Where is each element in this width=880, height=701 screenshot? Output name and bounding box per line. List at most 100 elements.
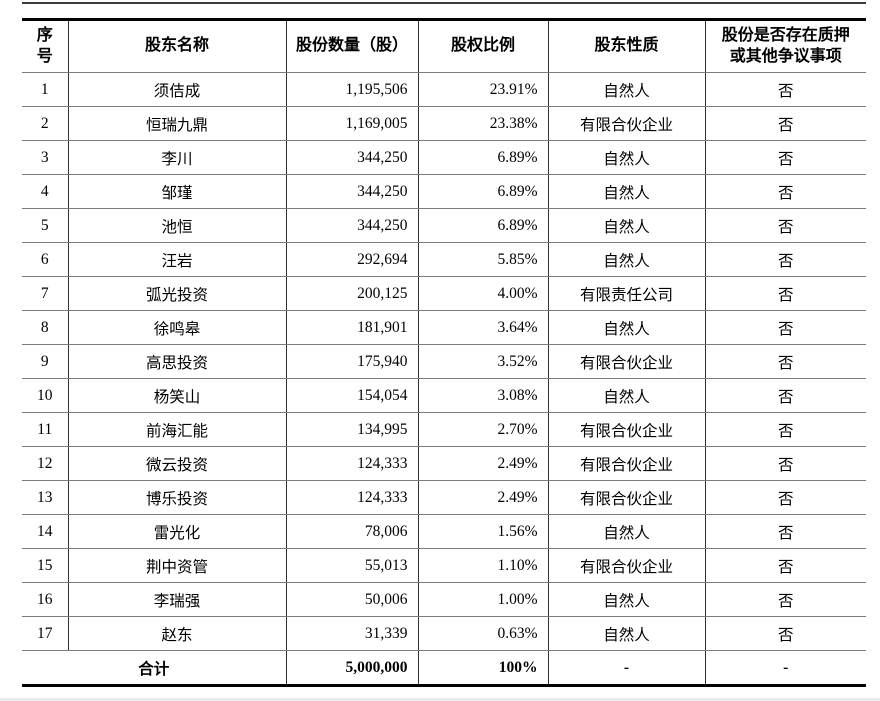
total-row: 合计 5,000,000 100% - - xyxy=(22,650,866,686)
row-shareholder-name: 汪岩 xyxy=(68,242,287,277)
row-nature: 有限责任公司 xyxy=(548,276,706,311)
row-percent: 23.38% xyxy=(418,106,549,141)
row-pledge: 否 xyxy=(705,140,866,175)
row-no: 4 xyxy=(22,174,69,209)
row-shareholder-name: 弧光投资 xyxy=(68,276,287,311)
table-header: 序 号 股东名称 股份数量（股） 股权比例 股东性质 股份是否存在质押 或其他争… xyxy=(22,19,866,73)
row-nature: 自然人 xyxy=(548,514,706,549)
row-pledge: 否 xyxy=(705,344,866,379)
row-no: 8 xyxy=(22,310,69,345)
row-pledge: 否 xyxy=(705,106,866,141)
row-no: 1 xyxy=(22,72,69,107)
row-shareholder-name: 李川 xyxy=(68,140,287,175)
row-pledge: 否 xyxy=(705,514,866,549)
row-nature: 自然人 xyxy=(548,616,706,651)
row-nature: 有限合伙企业 xyxy=(548,480,706,515)
row-shareholder-name: 荆中资管 xyxy=(68,548,287,583)
table-body: 1 须佶成 1,195,506 23.91% 自然人 否 2 恒瑞九鼎 1,16… xyxy=(22,72,866,651)
row-nature: 自然人 xyxy=(548,582,706,617)
header-no: 序 号 xyxy=(22,19,69,73)
row-pledge: 否 xyxy=(705,480,866,515)
row-no: 15 xyxy=(22,548,69,583)
table-row: 9 高思投资 175,940 3.52% 有限合伙企业 否 xyxy=(22,344,866,379)
row-shares: 124,333 xyxy=(286,446,419,481)
row-percent: 6.89% xyxy=(418,174,549,209)
row-nature: 自然人 xyxy=(548,378,706,413)
table-row: 8 徐鸣皋 181,901 3.64% 自然人 否 xyxy=(22,310,866,345)
table-row: 12 微云投资 124,333 2.49% 有限合伙企业 否 xyxy=(22,446,866,481)
row-pledge: 否 xyxy=(705,276,866,311)
table-row: 1 须佶成 1,195,506 23.91% 自然人 否 xyxy=(22,72,866,107)
table-footer: 合计 5,000,000 100% - - xyxy=(22,650,866,686)
row-no: 14 xyxy=(22,514,69,549)
row-percent: 1.56% xyxy=(418,514,549,549)
header-pledge: 股份是否存在质押 或其他争议事项 xyxy=(705,19,866,73)
row-pledge: 否 xyxy=(705,582,866,617)
table-row: 4 邹瑾 344,250 6.89% 自然人 否 xyxy=(22,174,866,209)
row-no: 16 xyxy=(22,582,69,617)
row-no: 2 xyxy=(22,106,69,141)
row-shares: 344,250 xyxy=(286,174,419,209)
row-percent: 1.00% xyxy=(418,582,549,617)
row-pledge: 否 xyxy=(705,616,866,651)
row-shareholder-name: 恒瑞九鼎 xyxy=(68,106,287,141)
row-percent: 2.70% xyxy=(418,412,549,447)
shareholder-table: 序 号 股东名称 股份数量（股） 股权比例 股东性质 股份是否存在质押 或其他争… xyxy=(22,18,866,687)
row-shares: 1,169,005 xyxy=(286,106,419,141)
total-pledge: - xyxy=(783,658,789,676)
row-shares: 175,940 xyxy=(286,344,419,379)
row-shares: 124,333 xyxy=(286,480,419,515)
row-percent: 6.89% xyxy=(418,208,549,243)
row-shareholder-name: 徐鸣皋 xyxy=(68,310,287,345)
row-shares: 344,250 xyxy=(286,208,419,243)
table-row: 5 池恒 344,250 6.89% 自然人 否 xyxy=(22,208,866,243)
row-percent: 23.91% xyxy=(418,72,549,107)
row-nature: 自然人 xyxy=(548,242,706,277)
row-pledge: 否 xyxy=(705,412,866,447)
header-nature: 股东性质 xyxy=(548,19,706,73)
row-nature: 有限合伙企业 xyxy=(548,106,706,141)
row-pledge: 否 xyxy=(705,310,866,345)
row-shares: 50,006 xyxy=(286,582,419,617)
row-shares: 134,995 xyxy=(286,412,419,447)
table-row: 6 汪岩 292,694 5.85% 自然人 否 xyxy=(22,242,866,277)
row-shareholder-name: 博乐投资 xyxy=(68,480,287,515)
row-nature: 自然人 xyxy=(548,140,706,175)
table-row: 2 恒瑞九鼎 1,169,005 23.38% 有限合伙企业 否 xyxy=(22,106,866,141)
row-pledge: 否 xyxy=(705,378,866,413)
row-shares: 55,013 xyxy=(286,548,419,583)
row-nature: 有限合伙企业 xyxy=(548,412,706,447)
row-pledge: 否 xyxy=(705,72,866,107)
table-row: 13 博乐投资 124,333 2.49% 有限合伙企业 否 xyxy=(22,480,866,515)
row-percent: 1.10% xyxy=(418,548,549,583)
row-percent: 3.52% xyxy=(418,344,549,379)
row-no: 9 xyxy=(22,344,69,379)
row-percent: 3.08% xyxy=(418,378,549,413)
row-nature: 有限合伙企业 xyxy=(548,548,706,583)
row-shares: 31,339 xyxy=(286,616,419,651)
row-pledge: 否 xyxy=(705,174,866,209)
row-shareholder-name: 池恒 xyxy=(68,208,287,243)
row-shareholder-name: 须佶成 xyxy=(68,72,287,107)
row-percent: 0.63% xyxy=(418,616,549,651)
row-pledge: 否 xyxy=(705,548,866,583)
total-nature: - xyxy=(548,650,706,686)
row-pledge: 否 xyxy=(705,242,866,277)
table-row: 16 李瑞强 50,006 1.00% 自然人 否 xyxy=(22,582,866,617)
row-pledge: 否 xyxy=(705,208,866,243)
row-no: 17 xyxy=(22,616,69,651)
total-shares: 5,000,000 xyxy=(286,650,419,686)
row-no: 7 xyxy=(22,276,69,311)
table-row: 17 赵东 31,339 0.63% 自然人 否 xyxy=(22,616,866,651)
row-shareholder-name: 邹瑾 xyxy=(68,174,287,209)
header-shareholder-name: 股东名称 xyxy=(68,19,287,73)
row-nature: 自然人 xyxy=(548,72,706,107)
row-percent: 3.64% xyxy=(418,310,549,345)
total-label: 合计 xyxy=(22,650,287,686)
header-percent: 股权比例 xyxy=(418,19,549,73)
row-shareholder-name: 高思投资 xyxy=(68,344,287,379)
row-shares: 200,125 xyxy=(286,276,419,311)
row-no: 10 xyxy=(22,378,69,413)
row-percent: 2.49% xyxy=(418,480,549,515)
row-no: 5 xyxy=(22,208,69,243)
